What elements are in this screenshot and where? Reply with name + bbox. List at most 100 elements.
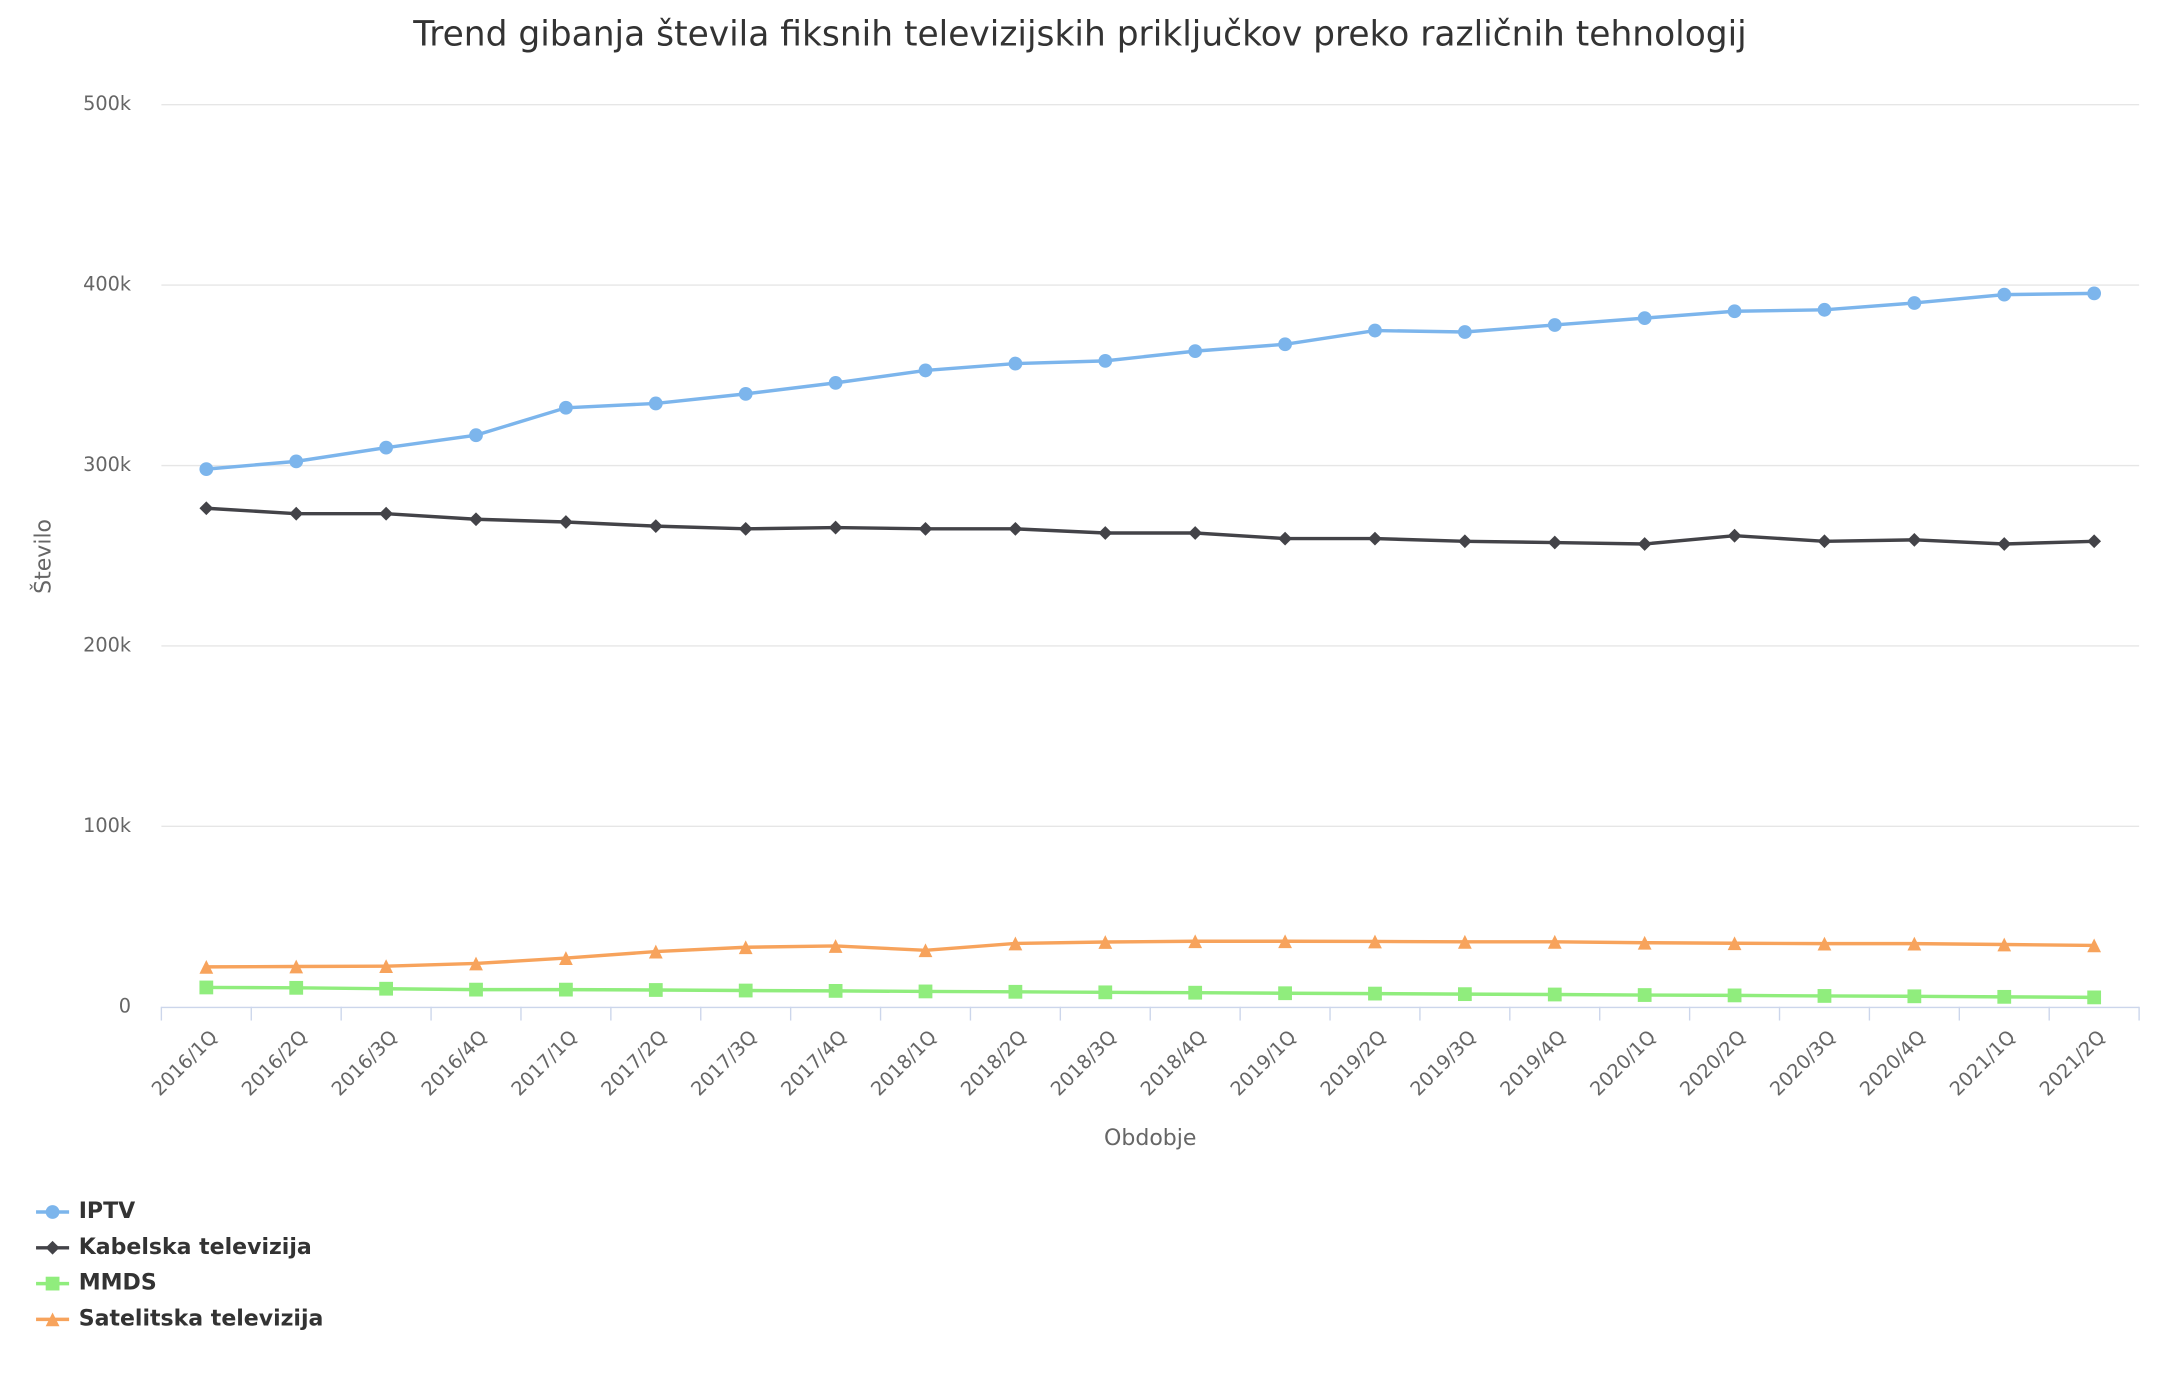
legend-marker bbox=[45, 1276, 60, 1291]
data-point bbox=[2087, 990, 2102, 1005]
data-point bbox=[559, 400, 573, 415]
data-point bbox=[648, 944, 663, 959]
x-tick-label: 2017/1Q bbox=[507, 1025, 582, 1100]
x-tick-label: 2018/1Q bbox=[866, 1025, 941, 1100]
y-tick-label: 500k bbox=[83, 92, 132, 115]
data-point bbox=[289, 959, 304, 974]
data-point bbox=[1008, 984, 1023, 999]
data-point bbox=[1907, 936, 1922, 951]
data-point bbox=[469, 428, 483, 443]
data-point bbox=[918, 363, 933, 378]
series bbox=[199, 980, 2102, 1005]
data-point bbox=[289, 980, 304, 995]
x-axis-title: Obdobje bbox=[1104, 1126, 1196, 1151]
data-point bbox=[1008, 521, 1023, 536]
y-tick-label: 0 bbox=[119, 994, 131, 1017]
chart-title: Trend gibanja števila fiksnih televizijs… bbox=[412, 14, 1747, 54]
data-point bbox=[1188, 985, 1203, 1000]
series-line bbox=[206, 291, 2095, 471]
x-tick-label: 2020/4Q bbox=[1855, 1025, 1930, 1100]
data-point bbox=[1547, 934, 1562, 949]
data-point bbox=[1547, 535, 1562, 550]
data-point bbox=[199, 462, 214, 477]
data-point bbox=[648, 519, 663, 534]
data-point bbox=[289, 506, 304, 521]
data-point bbox=[2087, 534, 2102, 549]
data-point bbox=[648, 396, 663, 411]
data-point bbox=[379, 506, 394, 521]
data-point bbox=[828, 939, 843, 953]
data-point bbox=[1098, 935, 1113, 949]
data-point bbox=[1997, 287, 2012, 302]
y-tick-label: 400k bbox=[83, 273, 132, 296]
x-tick-label: 2021/1Q bbox=[1945, 1025, 2020, 1100]
data-point bbox=[1008, 936, 1023, 951]
data-point bbox=[1817, 302, 1832, 317]
data-point bbox=[1637, 537, 1652, 551]
data-point bbox=[1547, 318, 1562, 332]
data-point bbox=[1457, 325, 1472, 339]
data-point bbox=[559, 951, 573, 965]
legend-marker bbox=[45, 1312, 60, 1327]
data-point bbox=[1188, 934, 1203, 949]
x-tick-label: 2020/1Q bbox=[1585, 1025, 1660, 1100]
y-tick-label: 100k bbox=[83, 814, 132, 837]
data-point bbox=[469, 956, 483, 971]
data-point bbox=[469, 512, 483, 527]
data-point bbox=[1637, 988, 1652, 1002]
data-point bbox=[1817, 534, 1832, 549]
series bbox=[199, 501, 2102, 551]
data-point bbox=[379, 959, 394, 974]
data-point bbox=[1368, 323, 1382, 338]
data-point bbox=[1278, 986, 1292, 1001]
data-point bbox=[199, 980, 214, 995]
x-tick-label: 2020/3Q bbox=[1765, 1025, 1840, 1100]
data-point bbox=[1098, 526, 1113, 540]
x-tick-label: 2017/3Q bbox=[686, 1025, 761, 1100]
x-tick-label: 2016/4Q bbox=[417, 1025, 492, 1100]
data-point bbox=[1457, 934, 1472, 949]
data-point bbox=[1637, 311, 1652, 325]
x-tick-label: 2017/4Q bbox=[776, 1025, 851, 1100]
x-tick-label: 2019/4Q bbox=[1496, 1025, 1571, 1100]
data-point bbox=[289, 454, 304, 469]
x-tick-label: 2016/1Q bbox=[147, 1025, 222, 1100]
data-point bbox=[1817, 989, 1832, 1003]
data-point bbox=[1008, 356, 1023, 371]
data-point bbox=[1727, 304, 1742, 319]
data-point bbox=[738, 983, 753, 998]
data-point bbox=[1997, 937, 2012, 952]
y-tick-label: 300k bbox=[83, 453, 132, 476]
data-point bbox=[1727, 936, 1742, 951]
data-point bbox=[738, 521, 753, 536]
data-point bbox=[1727, 528, 1742, 543]
data-point bbox=[379, 440, 394, 455]
x-tick-label: 2016/2Q bbox=[237, 1025, 312, 1100]
x-tick-label: 2021/2Q bbox=[2035, 1025, 2110, 1100]
data-point bbox=[199, 960, 214, 974]
data-point bbox=[379, 981, 394, 996]
data-point bbox=[1278, 531, 1292, 546]
legend-label: Satelitska televizija bbox=[79, 1306, 324, 1331]
series-line bbox=[206, 506, 2095, 546]
data-point bbox=[918, 984, 933, 999]
y-axis-title: Število bbox=[30, 519, 56, 594]
data-point bbox=[828, 984, 843, 998]
series-line bbox=[206, 939, 2095, 969]
data-point bbox=[1907, 296, 1922, 310]
data-point bbox=[828, 520, 843, 535]
data-point bbox=[559, 515, 573, 529]
x-tick-label: 2018/4Q bbox=[1136, 1025, 1211, 1100]
legend-marker bbox=[45, 1205, 60, 1219]
data-point bbox=[1727, 988, 1742, 1003]
data-point bbox=[1188, 344, 1203, 359]
data-point bbox=[1098, 353, 1113, 368]
data-point bbox=[469, 982, 483, 997]
data-point bbox=[2087, 938, 2102, 953]
x-tick-label: 2020/2Q bbox=[1675, 1025, 1750, 1100]
data-point bbox=[918, 521, 933, 536]
data-point bbox=[828, 375, 843, 390]
data-point bbox=[738, 386, 753, 401]
